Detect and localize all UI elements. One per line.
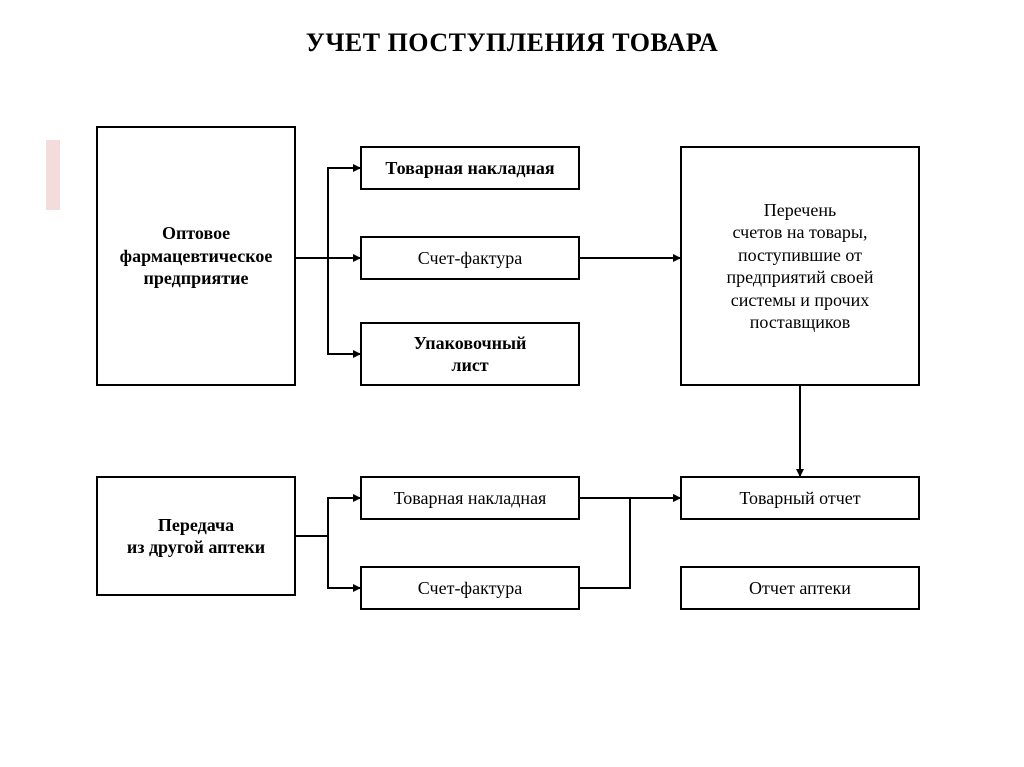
- edge-transfer-to-schet2: [296, 536, 360, 588]
- edge-wholesale-to-packlist: [296, 258, 360, 354]
- node-goods-invoice-1: Товарная накладная: [360, 146, 580, 190]
- edge-wholesale-to-invoice1: [296, 168, 360, 258]
- node-wholesale-pharma-enterprise: Оптовое фармацевтическое предприятие: [96, 126, 296, 386]
- node-label: Упаковочный лист: [414, 332, 527, 377]
- node-label: Отчет аптеки: [749, 577, 851, 600]
- node-label: Счет-фактура: [418, 577, 522, 600]
- node-schet-faktura-1: Счет-фактура: [360, 236, 580, 280]
- node-label: Оптовое фармацевтическое предприятие: [120, 222, 273, 290]
- node-label: Счет-фактура: [418, 247, 522, 270]
- node-schet-faktura-2: Счет-фактура: [360, 566, 580, 610]
- edge-schet2-to-tovreport: [580, 498, 680, 588]
- node-label: Передача из другой аптеки: [127, 514, 265, 559]
- node-accounts-list: Перечень счетов на товары, поступившие о…: [680, 146, 920, 386]
- diagram-canvas: УЧЕТ ПОСТУПЛЕНИЯ ТОВАРА Оптовое фармацев…: [0, 0, 1024, 767]
- node-label: Товарная накладная: [385, 157, 554, 180]
- accent-bar: [46, 140, 60, 210]
- diagram-title: УЧЕТ ПОСТУПЛЕНИЯ ТОВАРА: [0, 28, 1024, 58]
- edge-transfer-to-invoice2: [296, 498, 360, 536]
- node-goods-invoice-2: Товарная накладная: [360, 476, 580, 520]
- node-label: Товарная накладная: [394, 487, 547, 510]
- node-goods-report: Товарный отчет: [680, 476, 920, 520]
- node-label: Перечень счетов на товары, поступившие о…: [727, 199, 874, 334]
- node-packing-list: Упаковочный лист: [360, 322, 580, 386]
- node-transfer-from-other-pharmacy: Передача из другой аптеки: [96, 476, 296, 596]
- node-pharmacy-report: Отчет аптеки: [680, 566, 920, 610]
- node-label: Товарный отчет: [739, 487, 860, 510]
